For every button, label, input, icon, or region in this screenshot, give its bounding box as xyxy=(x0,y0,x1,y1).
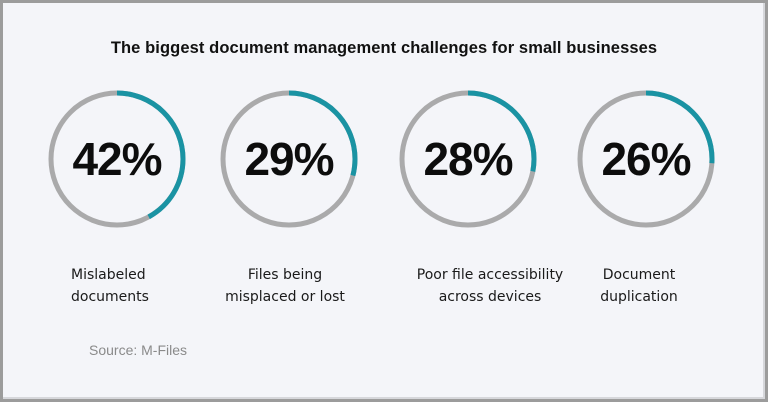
label-line: misplaced or lost xyxy=(225,289,345,305)
label-line: duplication xyxy=(600,289,678,305)
progress-ring-mislabeled: 42% xyxy=(47,89,187,229)
chart-title: The biggest document management challeng… xyxy=(110,39,658,57)
infographic-frame: The biggest document management challeng… xyxy=(3,3,765,399)
ring-graphic xyxy=(577,90,715,228)
label-duplication: Document duplication xyxy=(559,264,719,308)
label-line: Mislabeled xyxy=(71,267,146,283)
label-mislabeled: Mislabeled documents xyxy=(0,264,221,308)
progress-ring-duplication: 26% xyxy=(576,89,716,229)
ring-graphic xyxy=(220,90,358,228)
progress-ring-accessibility: 28% xyxy=(398,89,538,229)
progress-ring-misplaced: 29% xyxy=(219,89,359,229)
ring-graphic xyxy=(399,90,537,228)
source-note: Source: M-Files xyxy=(89,342,188,358)
percentage-value: 26% xyxy=(601,133,691,185)
label-line: Document xyxy=(602,267,676,283)
label-line: documents xyxy=(71,289,149,305)
label-accessibility: Poor file accessibility across devices xyxy=(385,264,595,308)
percentage-value: 29% xyxy=(244,133,334,185)
label-line: Poor file accessibility xyxy=(416,267,564,283)
percentage-value: 42% xyxy=(72,133,162,185)
ring-graphic xyxy=(48,90,186,228)
percentage-value: 28% xyxy=(423,133,513,185)
label-line: across devices xyxy=(438,289,542,305)
label-misplaced: Files being misplaced or lost xyxy=(185,264,385,308)
label-line: Files being xyxy=(247,267,323,283)
